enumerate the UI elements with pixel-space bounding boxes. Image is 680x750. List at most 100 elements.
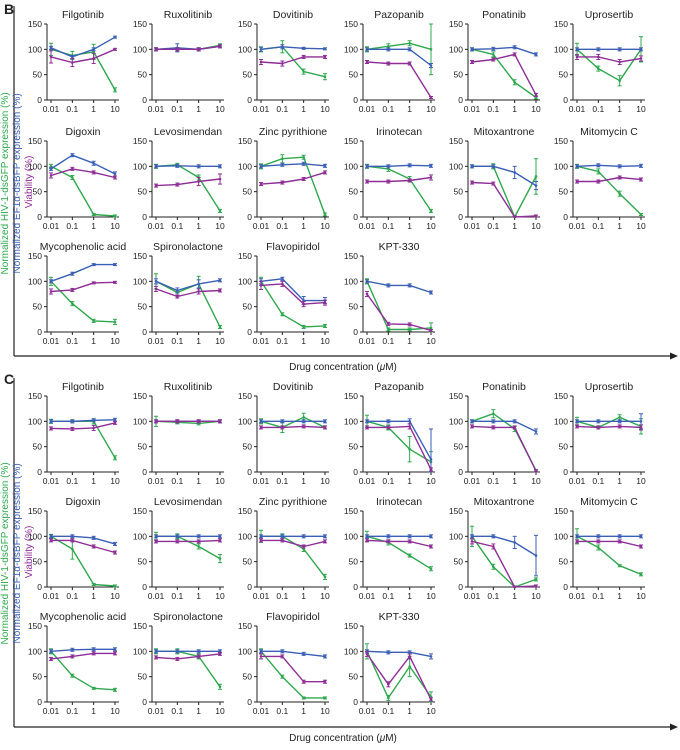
- subplot-title: Spironolactone: [153, 241, 223, 253]
- via-point: [176, 420, 179, 423]
- y-tick-label: 50: [33, 302, 43, 312]
- ef1-series-line: [260, 46, 326, 50]
- ef1-series-line: [50, 648, 115, 652]
- y-tick-label: 50: [138, 557, 148, 567]
- hiv-series-line: [155, 164, 221, 212]
- ef1-point: [408, 48, 411, 51]
- x-tick-label: 10: [636, 476, 646, 486]
- ef1-series-line: [51, 419, 116, 422]
- via-point: [408, 425, 411, 428]
- x-tick-label: 0.01: [253, 706, 270, 716]
- x-tick-label: 0.01: [148, 336, 165, 346]
- subplot: Ruxolitinib 0 50 100 150 0.01 0.1 1 10: [133, 381, 225, 486]
- via-point: [429, 176, 433, 179]
- ef1-point: [71, 648, 74, 652]
- via-point: [71, 288, 74, 292]
- x-tick-label: 0.01: [148, 706, 165, 716]
- x-tick-label: 0.01: [359, 221, 376, 231]
- via-point: [197, 290, 200, 293]
- hiv-point: [534, 175, 538, 178]
- ef1-point: [639, 420, 643, 423]
- ef1-point: [281, 45, 284, 49]
- x-tick-label: 10: [110, 104, 120, 114]
- hiv-point: [323, 575, 327, 579]
- x-tick-label: 0.01: [253, 221, 270, 231]
- x-tick-label: 1: [617, 476, 622, 486]
- subplot: Uprosertib 0 50 100 150 0.01 0.1 1 10: [554, 9, 646, 114]
- via-point: [92, 426, 95, 430]
- ef1-point: [408, 284, 411, 287]
- ef1-point: [618, 165, 621, 168]
- subplot-title: Irinotecan: [376, 126, 422, 138]
- ef1-point: [387, 420, 390, 423]
- ef1-point: [281, 163, 284, 167]
- x-tick-label: 10: [426, 476, 436, 486]
- via-point: [49, 427, 53, 430]
- via-point: [71, 61, 74, 64]
- y-tick-label: 100: [554, 531, 568, 541]
- subplot-title: Flavopiridol: [266, 241, 320, 253]
- ef1-point: [218, 165, 222, 168]
- x-tick-label: 10: [110, 591, 120, 601]
- hiv-series-line: [366, 651, 432, 699]
- via-series-line: [261, 539, 326, 548]
- hiv-point: [71, 674, 74, 677]
- y-tick-label: 100: [554, 416, 568, 426]
- y-tick-label: 100: [449, 161, 463, 171]
- y-tick-label: 50: [349, 187, 359, 197]
- via-point: [470, 425, 474, 428]
- subplot: KPT-330 0 50 100 150 0.01 0.1 1 10: [344, 611, 436, 716]
- y-tick-label: 0: [247, 697, 252, 707]
- y-tick-label: 150: [449, 136, 463, 146]
- ef1-point: [71, 535, 74, 538]
- y-tick-label: 0: [563, 95, 568, 105]
- x-tick-label: 0.1: [66, 336, 78, 346]
- x-tick-label: 0.1: [66, 591, 78, 601]
- x-tick-label: 10: [636, 591, 646, 601]
- x-tick-label: 0.1: [592, 104, 604, 114]
- x-tick-label: 0.01: [464, 104, 481, 114]
- y-tick-label: 150: [238, 391, 252, 401]
- y-tick-label: 150: [344, 19, 358, 29]
- via-point: [639, 426, 643, 429]
- x-tick-label: 0.1: [382, 476, 394, 486]
- y-tick-label: 0: [247, 467, 252, 477]
- ef1-point: [49, 650, 53, 653]
- y-tick-label: 150: [133, 506, 147, 516]
- via-series-line: [50, 422, 116, 430]
- ef1-point: [639, 164, 643, 168]
- x-tick-label: 0.1: [276, 706, 288, 716]
- hiv-series-line: [366, 281, 432, 331]
- ef1-point: [575, 48, 579, 51]
- ef1-point: [281, 650, 284, 653]
- y-tick-label: 150: [133, 391, 147, 401]
- y-tick-label: 100: [344, 416, 358, 426]
- via-point: [218, 420, 222, 423]
- ef1-point: [534, 554, 538, 557]
- ef1-point: [197, 165, 200, 168]
- via-point: [618, 176, 621, 179]
- ef1-series-line: [367, 164, 432, 168]
- via-point: [259, 284, 263, 287]
- y-tick-label: 100: [449, 44, 463, 54]
- y-tick-label: 150: [449, 19, 463, 29]
- via-point: [218, 44, 222, 48]
- y-tick-label: 100: [238, 44, 252, 54]
- ef1-series-line: [366, 650, 432, 658]
- via-point: [218, 289, 222, 292]
- ef1-point: [618, 48, 621, 51]
- ef1-point: [513, 46, 516, 49]
- via-point: [470, 540, 474, 543]
- subplot: Mitomycin C 0 50 100 150 0.01 0.1 1 10: [554, 496, 646, 601]
- subplot: Pazopanib 0 50 100 150 0.01 0.1 1 10: [344, 381, 436, 486]
- x-tick-label: 10: [110, 336, 120, 346]
- via-point: [113, 551, 117, 554]
- ef1-point: [534, 53, 538, 56]
- y-tick-label: 150: [344, 251, 358, 261]
- x-tick-label: 10: [320, 476, 330, 486]
- y-tick-label: 100: [344, 531, 358, 541]
- y-tick-label: 50: [243, 70, 253, 80]
- hiv-point: [429, 567, 433, 571]
- ef1-point: [113, 172, 117, 176]
- via-point: [49, 290, 53, 293]
